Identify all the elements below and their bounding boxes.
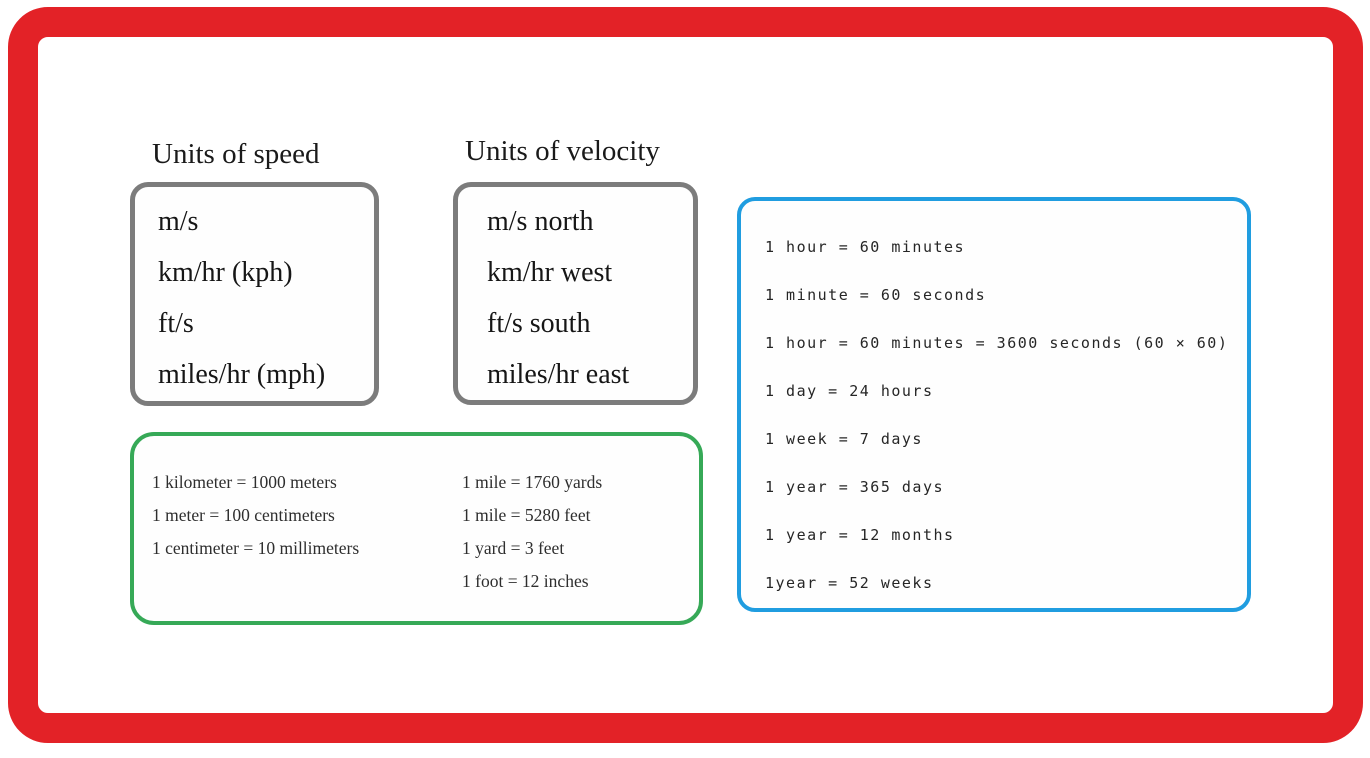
length-conversions-left-column: 1 kilometer = 1000 meters 1 meter = 100 c… [152,466,359,565]
speed-unit-item: m/s [158,206,199,237]
time-conversion-item: 1 year = 12 months [765,526,955,544]
time-conversion-item: 1 day = 24 hours [765,382,934,400]
length-conversion-item: 1 mile = 5280 feet [462,505,591,525]
velocity-unit-item: ft/s south [487,308,591,339]
velocity-unit-item: miles/hr east [487,359,630,390]
speed-units-panel: m/s km/hr (kph) ft/s miles/hr (mph) [130,182,379,406]
length-conversion-item: 1 centimeter = 10 millimeters [152,538,360,558]
time-conversion-item: 1 year = 365 days [765,478,945,496]
speed-units-list: m/s km/hr (kph) ft/s miles/hr (mph) [158,196,374,400]
velocity-units-panel: m/s north km/hr west ft/s south miles/hr ea… [453,182,698,405]
time-conversion-item: 1 hour = 60 minutes [765,238,966,256]
speed-unit-item: miles/hr (mph) [158,359,326,390]
length-conversions-right-column: 1 mile = 1760 yards 1 mile = 5280 feet 1 y… [462,466,602,598]
speed-unit-item: km/hr (kph) [158,257,293,288]
time-conversion-item: 1year = 52 weeks [765,574,934,592]
length-conversions-panel: 1 kilometer = 1000 meters 1 meter = 100 c… [130,432,703,625]
time-conversion-item: 1 hour = 60 minutes = 3600 seconds (60 ×… [765,334,1229,352]
time-conversion-item: 1 week = 7 days [765,430,923,448]
length-conversion-item: 1 meter = 100 centimeters [152,505,335,525]
velocity-panel-title: Units of velocity [465,135,660,167]
length-conversion-item: 1 kilometer = 1000 meters [152,472,337,492]
velocity-unit-item: km/hr west [487,257,613,288]
length-conversion-item: 1 foot = 12 inches [462,571,589,591]
time-conversions-list: 1 hour = 60 minutes 1 minute = 60 seconds… [765,223,1247,607]
length-conversion-item: 1 yard = 3 feet [462,538,565,558]
velocity-unit-item: m/s north [487,206,594,237]
velocity-units-list: m/s north km/hr west ft/s south miles/hr ea… [487,196,693,400]
time-conversion-item: 1 minute = 60 seconds [765,286,987,304]
length-conversion-item: 1 mile = 1760 yards [462,472,603,492]
speed-panel-title: Units of speed [152,138,320,170]
speed-unit-item: ft/s [158,308,194,339]
time-conversions-panel: 1 hour = 60 minutes 1 minute = 60 seconds… [737,197,1251,612]
red-frame-border [8,7,1363,743]
